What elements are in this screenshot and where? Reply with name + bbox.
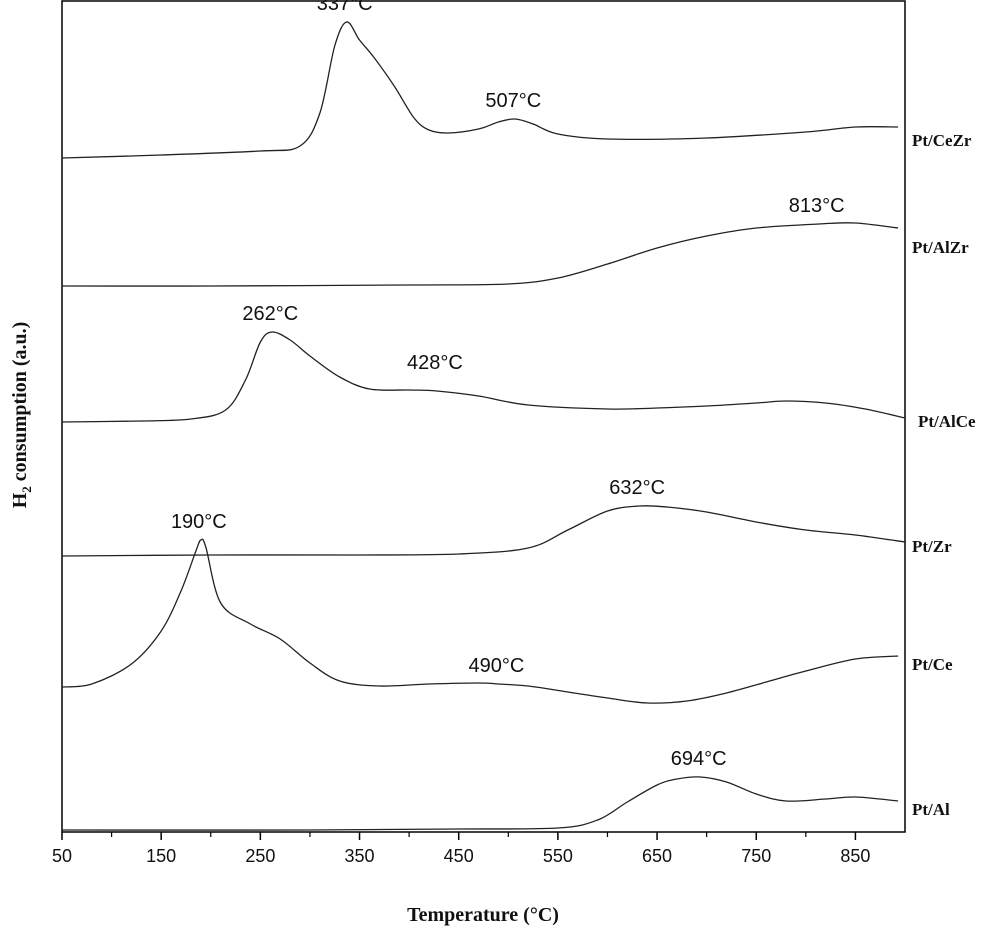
x-tick-label: 250 xyxy=(245,846,275,866)
series-labels: Pt/CeZr Pt/AlZr Pt/AlCe Pt/Zr Pt/Ce Pt/Al xyxy=(912,131,976,819)
y-axis-title-rest: consumption (a.u.) xyxy=(9,322,31,486)
peak-label-pt-alzr: 813°C xyxy=(789,195,845,217)
peak-label-pt-ce: 490°C xyxy=(468,655,524,677)
peak-label-pt-ce: 190°C xyxy=(171,511,227,533)
plot-frame xyxy=(61,0,906,833)
plot-border xyxy=(61,0,906,833)
series-label-pt-alzr: Pt/AlZr xyxy=(912,238,969,257)
curve-pt-zr xyxy=(61,505,906,557)
curve-pt-cezr xyxy=(61,21,899,159)
peak-label-pt-al: 694°C xyxy=(671,748,727,770)
peak-label-pt-zr: 632°C xyxy=(609,477,665,499)
curve-pt-ce xyxy=(61,538,899,704)
curve-pt-al xyxy=(61,776,899,831)
curve-pt-alce xyxy=(61,331,906,423)
peak-label-pt-alce: 428°C xyxy=(407,352,463,374)
x-tick-label: 650 xyxy=(642,846,672,866)
y-axis-title: H2 consumption (a.u.) xyxy=(9,322,34,509)
y-axis-title-main: H xyxy=(9,492,31,508)
curve-pt-alzr xyxy=(61,222,899,287)
x-tick-label: 50 xyxy=(52,846,72,866)
x-tick-label: 550 xyxy=(543,846,573,866)
series-label-pt-al: Pt/Al xyxy=(912,800,950,819)
x-tick-label: 350 xyxy=(345,846,375,866)
peak-labels: 337°C 507°C 813°C 262°C 428°C 632°C 190°C 490°C… xyxy=(171,0,845,770)
x-tick-label: 850 xyxy=(840,846,870,866)
peak-label-pt-alce: 262°C xyxy=(242,303,298,325)
series-label-pt-alce: Pt/AlCe xyxy=(918,412,976,431)
x-tick-label: 750 xyxy=(741,846,771,866)
series-label-pt-ce: Pt/Ce xyxy=(912,655,953,674)
series-label-pt-cezr: Pt/CeZr xyxy=(912,131,972,150)
series-curves xyxy=(61,21,906,831)
x-axis-title: Temperature (°C) xyxy=(407,904,559,926)
peak-label-pt-cezr: 507°C xyxy=(485,90,541,112)
y-axis-title-subscript: 2 xyxy=(19,486,34,493)
x-tick-label: 150 xyxy=(146,846,176,866)
x-tick-label: 450 xyxy=(444,846,474,866)
peak-label-pt-cezr: 337°C xyxy=(317,0,373,15)
series-label-pt-zr: Pt/Zr xyxy=(912,537,952,556)
x-axis-ticks: 50 150 250 350 450 550 650 750 850 xyxy=(52,832,870,866)
